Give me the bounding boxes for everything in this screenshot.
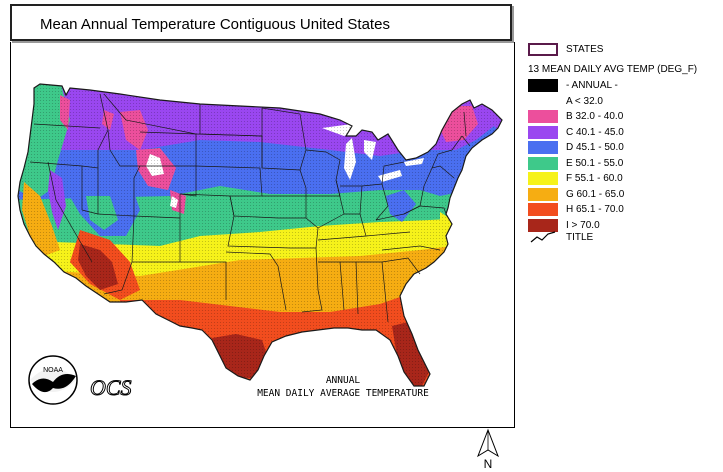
legend-annual-row: - ANNUAL - [528, 78, 618, 92]
north-label: N [484, 457, 493, 471]
noaa-logo: NOAA [28, 355, 78, 405]
legend-class-row: C 40.1 - 45.0 [528, 125, 624, 139]
ocs-logo-text: OCS [90, 375, 132, 400]
north-arrow-icon: N [477, 428, 499, 471]
legend-class-label: D 45.1 - 50.0 [566, 142, 624, 153]
states-swatch [528, 42, 558, 56]
legend-class-swatch [528, 172, 558, 185]
legend-class-swatch [528, 187, 558, 201]
legend-states-label: STATES [566, 43, 604, 55]
legend-class-row: B 32.0 - 40.0 [528, 110, 623, 124]
legend-class-label: C 40.1 - 45.0 [566, 126, 624, 138]
legend-class-swatch [528, 125, 558, 139]
legend-class-row: E 50.1 - 55.0 [528, 156, 623, 170]
legend-class-label: A < 32.0 [566, 95, 603, 107]
legend-class-swatch [528, 156, 558, 170]
legend-title-row: TITLE [528, 230, 593, 244]
annual-swatch [528, 78, 558, 92]
map-title: Mean Annual Temperature Contiguous Unite… [40, 16, 390, 33]
legend-class-row: F 55.1 - 60.0 [528, 172, 623, 186]
legend-class-label: G 60.1 - 65.0 [566, 188, 625, 200]
legend-class-row: D 45.1 - 50.0 [528, 141, 624, 155]
map-subtitle-line1: ANNUAL [326, 375, 361, 386]
state-borders [29, 93, 471, 323]
noaa-text: NOAA [43, 367, 63, 374]
legend-class-swatch [528, 110, 558, 123]
legend-title-label: TITLE [566, 231, 594, 243]
legend-class-swatch [528, 203, 558, 216]
legend-states-row: STATES [528, 42, 603, 56]
title-line-icon [530, 230, 556, 242]
legend-class-label: H 65.1 - 70.0 [566, 204, 624, 215]
legend-class-swatch [528, 94, 558, 108]
legend-class-swatch [528, 141, 558, 154]
legend-class-row: H 65.1 - 70.0 [528, 203, 624, 217]
legend-class-label: B 32.0 - 40.0 [566, 111, 624, 122]
legend-class-swatch [528, 218, 558, 232]
legend-theme-label: 13 MEAN DAILY AVG TEMP (DEG_F) [528, 64, 698, 75]
legend-class-row: A < 32.0 [528, 94, 603, 108]
us-outline [17, 83, 503, 387]
legend-class-label: E 50.1 - 55.0 [566, 157, 624, 169]
legend-class-label: I > 70.0 [566, 219, 600, 231]
map-subtitle-line2: MEAN DAILY AVERAGE TEMPERATURE [257, 388, 429, 399]
legend-class-label: F 55.1 - 60.0 [566, 173, 623, 184]
legend-class-row: I > 70.0 [528, 218, 600, 232]
legend-annual-label: - ANNUAL - [566, 79, 618, 91]
legend-class-row: G 60.1 - 65.0 [528, 187, 624, 201]
map-title-box: Mean Annual Temperature Contiguous Unite… [10, 4, 512, 41]
